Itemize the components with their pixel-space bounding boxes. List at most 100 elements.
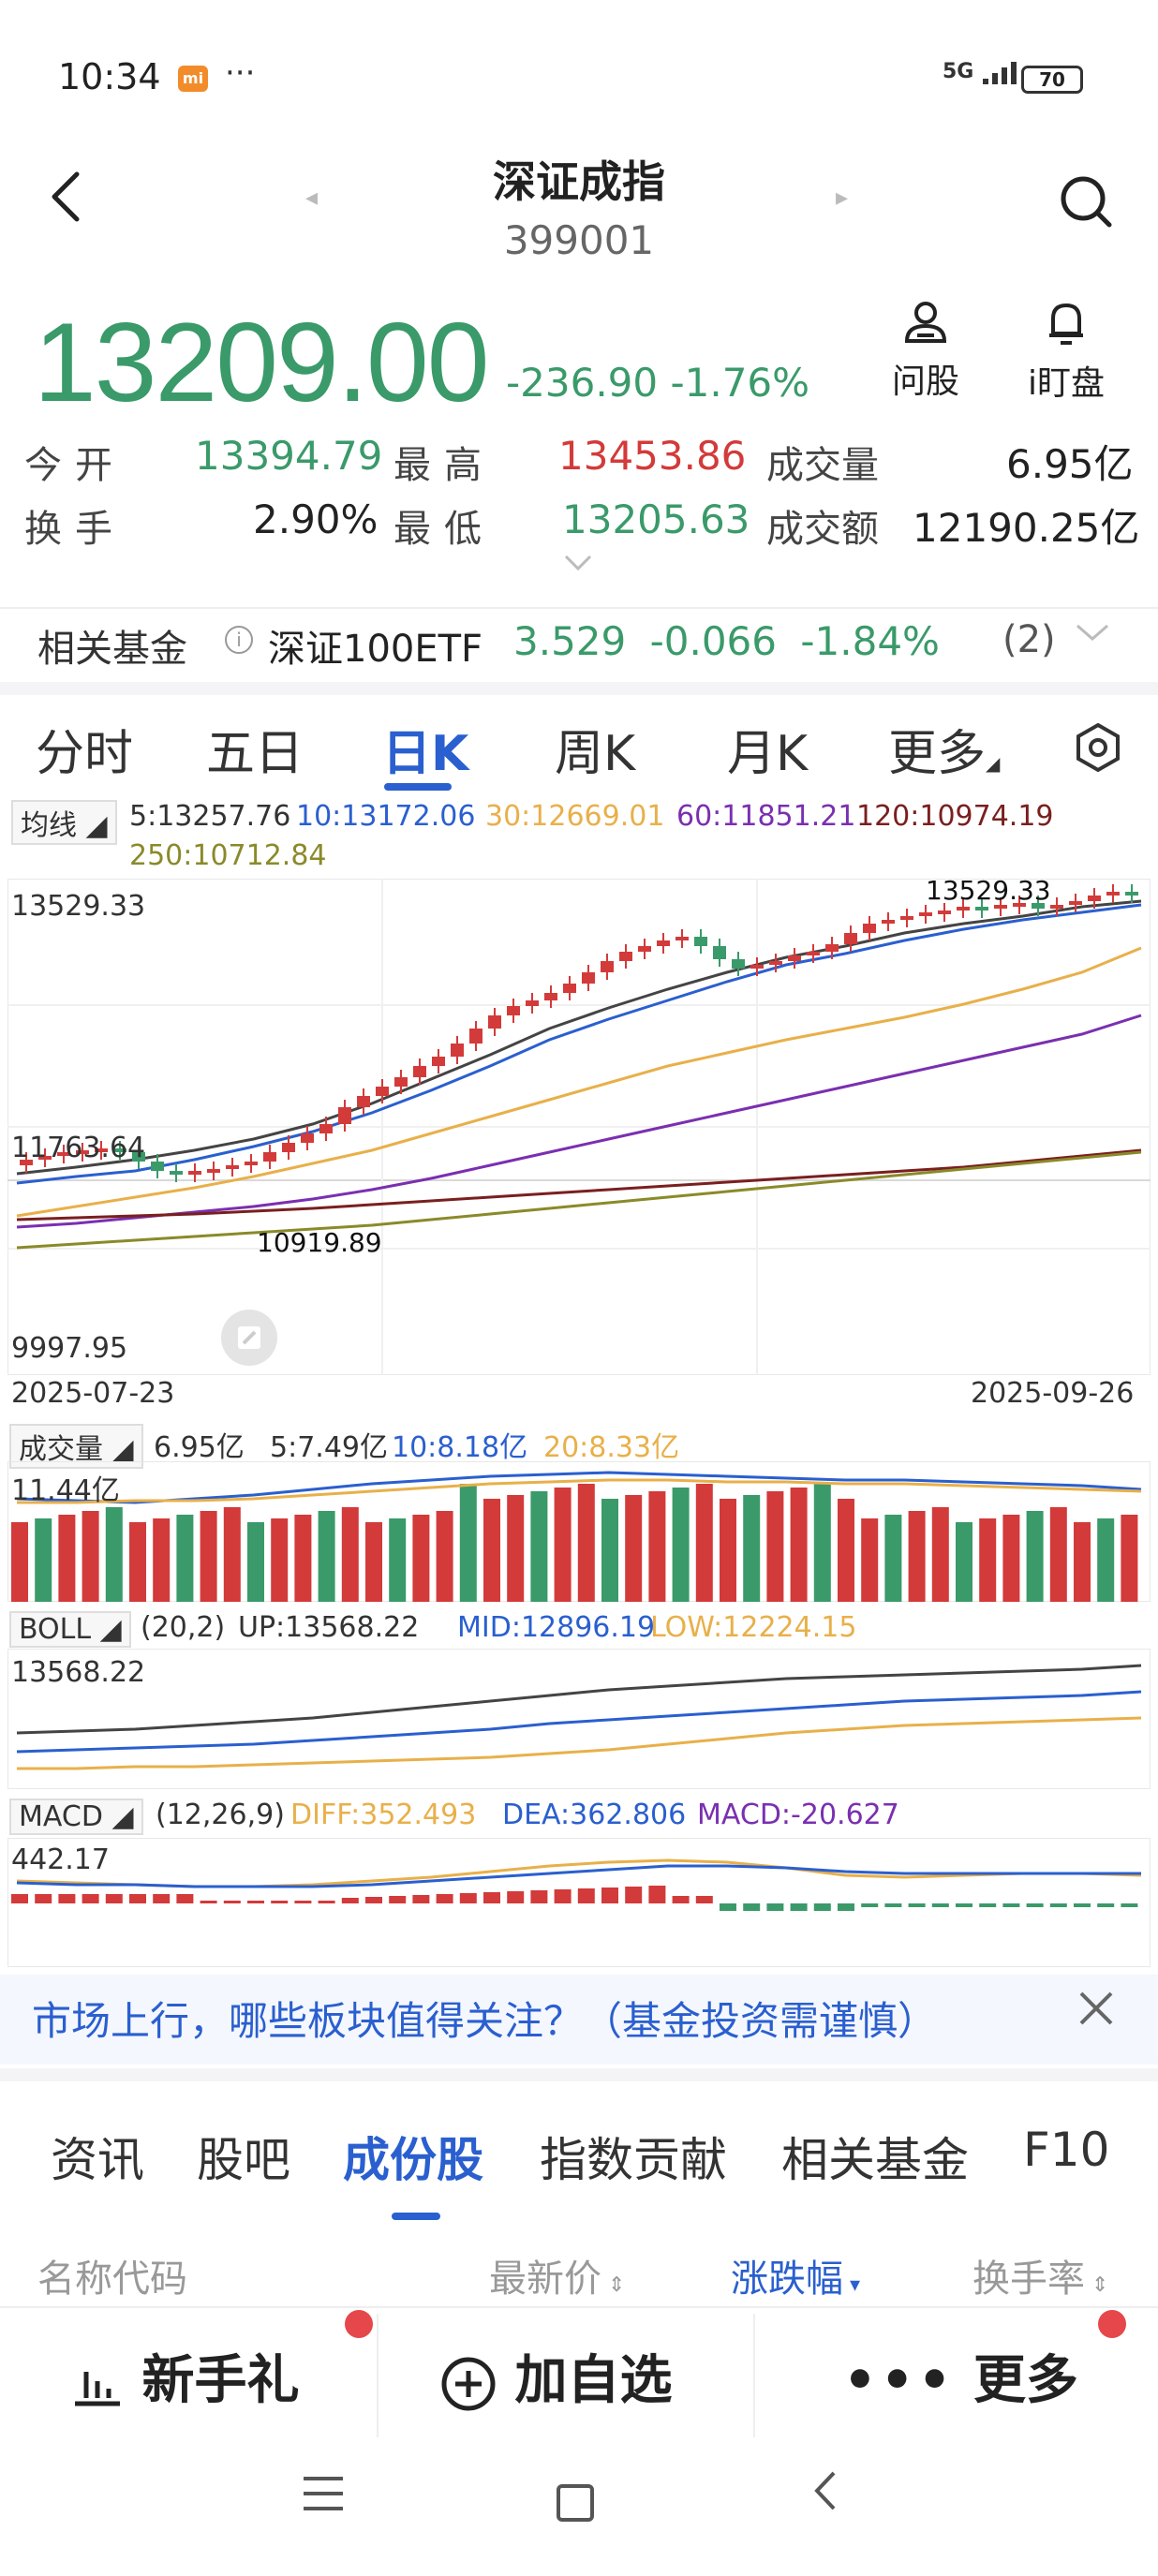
tab-five-day[interactable]: 五日 [206,726,304,782]
macd-bar [11,1894,28,1903]
battery-icon: 70 [1021,66,1083,94]
volume-bar [507,1495,525,1602]
candle [994,905,1007,909]
candle [301,1133,314,1143]
macd-bar [294,1901,312,1903]
ma10-value: 10:13172.06 [296,800,476,833]
banner-close-button[interactable] [1076,1982,1117,2038]
macd-bar [153,1894,171,1903]
volume-bar [1121,1515,1138,1602]
volume-bar [530,1491,548,1602]
watch-button[interactable]: i盯盘 [1019,300,1113,405]
date-start: 2025-07-23 [11,1377,175,1410]
macd-badge: MACD [19,1800,103,1833]
macd-bar [35,1894,52,1903]
settings-icon [1076,722,1120,773]
candle [1032,903,1045,909]
macd-bar [672,1896,690,1903]
volume-bar [601,1499,618,1602]
promo-banner-text[interactable]: 市场上行，哪些板块值得关注？（基金投资需谨慎） [32,1998,938,2044]
info-icon[interactable]: i [225,626,253,654]
date-end: 2025-09-26 [971,1377,1135,1410]
col-turnover[interactable]: 换手率 ⇕ [972,2258,1109,2301]
nav-home-button[interactable] [557,2484,594,2522]
candle [394,1077,408,1087]
related-fund-expand[interactable] [1074,614,1111,653]
candle [975,907,988,910]
more-dots-icon: ••• [843,2350,956,2411]
col-change-pct[interactable]: 涨跌幅 ▾ [731,2258,861,2301]
tab-news[interactable]: 资讯 [51,2133,144,2187]
volume-bar [223,1507,241,1602]
macd-chart[interactable] [7,1838,1151,1967]
candle [451,1044,464,1057]
active-tab-indicator [384,783,452,791]
macd-bar [931,1903,949,1907]
volume-bar [247,1522,264,1602]
ma30-value: 30:12669.01 [485,800,665,833]
tab-intraday[interactable]: 分时 [36,726,134,782]
volume-bar [720,1499,736,1602]
boll-selector[interactable]: BOLL ◢ [9,1611,131,1648]
more-button[interactable]: ••• 更多 [843,2338,1078,2414]
ask-stock-button[interactable]: 问股 [888,300,963,403]
change-percent: -1.76% [670,360,810,406]
kline-y-high: 13529.33 [11,890,146,923]
volume-ma20: 20:8.33亿 [543,1431,680,1464]
volume-bar [11,1522,28,1602]
macd-bar [271,1901,289,1903]
macd-dea: DEA:362.806 [502,1799,687,1831]
nav-menu-button[interactable] [302,2475,345,2516]
tab-index-contribution[interactable]: 指数贡献 [540,2133,727,2187]
related-fund-label: 相关基金 [37,628,187,671]
volume-value: 6.95亿 [1006,441,1134,487]
tab-monthly-k[interactable]: 月K [727,726,809,782]
promo-banner[interactable] [0,1975,1158,2065]
chart-settings-button[interactable] [1072,721,1124,774]
tab-daily-k[interactable]: 日K [382,726,469,782]
candle [825,944,839,952]
macd-bar [365,1897,382,1903]
related-fund-bar[interactable] [0,607,1158,680]
prev-index-button[interactable]: ◂ [305,184,319,212]
col-latest-price[interactable]: 最新价 ⇕ [489,2258,626,2301]
tab-related-funds[interactable]: 相关基金 [781,2133,969,2187]
page-title: 深证成指 [493,156,665,207]
candle [1125,892,1138,896]
ask-stock-label: 问股 [891,363,959,401]
back-button[interactable] [47,169,94,234]
ma-selector[interactable]: 均线 ◢ [11,800,117,845]
boll-chart[interactable] [7,1649,1151,1789]
close-icon [1079,1991,1113,2025]
kline-chart[interactable] [7,879,1151,1375]
new-user-gift-button[interactable]: 新手礼 [71,2338,300,2414]
next-index-button[interactable]: ▸ [836,184,849,212]
candle [357,1096,370,1107]
nav-back-button[interactable] [811,2464,839,2527]
more-label: 更多 [972,2350,1078,2411]
candle [151,1162,164,1171]
macd-selector[interactable]: MACD ◢ [9,1799,143,1835]
tab-f10[interactable]: F10 [1023,2123,1110,2177]
search-button[interactable] [1059,174,1113,229]
macd-y-max: 442.17 [11,1843,110,1876]
macd-bar [720,1903,736,1911]
volume-bar [648,1491,666,1602]
volume-bar [412,1515,430,1602]
volume-chart[interactable] [7,1461,1151,1602]
macd-bar [1097,1903,1115,1907]
volume-bar [861,1518,879,1602]
tab-weekly-k[interactable]: 周K [555,726,636,782]
add-watchlist-button[interactable]: 加自选 [440,2338,673,2414]
expand-stats-button[interactable] [562,553,594,577]
tab-forum[interactable]: 股吧 [197,2133,290,2187]
candle [413,1066,426,1077]
volume-ma5: 5:7.49亿 [270,1431,388,1464]
tab-constituents[interactable]: 成份股 [343,2133,483,2187]
draw-tool-button[interactable] [221,1310,277,1366]
related-fund-name[interactable]: 深证100ETF [268,628,483,671]
tab-more[interactable]: 更多◢ [888,726,1001,782]
volume-label: 成交量 [766,444,879,487]
candle [1088,896,1101,901]
watch-label: i盯盘 [1027,364,1105,403]
